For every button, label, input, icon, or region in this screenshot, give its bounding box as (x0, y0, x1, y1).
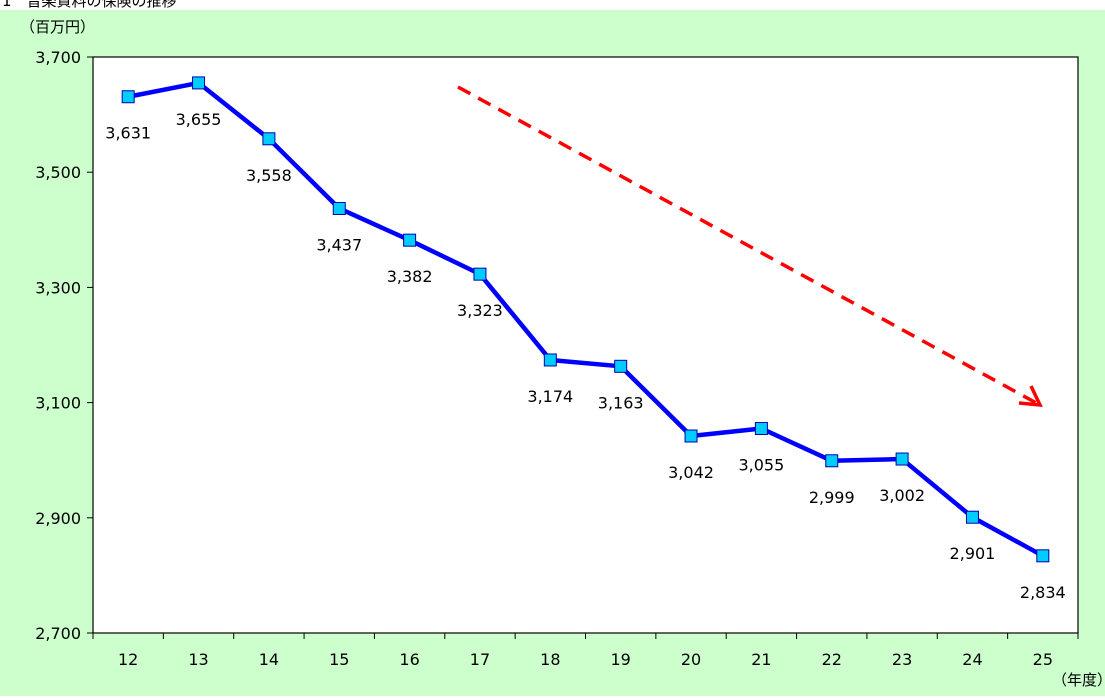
x-tick-label: 19 (610, 650, 630, 669)
data-point-marker (1036, 549, 1050, 563)
x-tick-label: 25 (1033, 650, 1053, 669)
trend-arrow-head (1018, 385, 1043, 408)
data-label: 3,655 (176, 110, 222, 129)
data-point-marker (543, 353, 557, 367)
y-tick-label: 2,700 (35, 624, 81, 643)
data-point-marker (754, 422, 768, 436)
data-point-marker (825, 454, 839, 468)
y-tick-label: 2,900 (35, 509, 81, 528)
x-tick-label: 12 (118, 650, 138, 669)
data-point-marker (684, 429, 698, 443)
y-tick-label: 3,700 (35, 48, 81, 67)
x-tick-label: 18 (540, 650, 560, 669)
x-tick-label: 23 (892, 650, 912, 669)
y-tick-label: 3,100 (35, 394, 81, 413)
data-point-marker (895, 452, 909, 466)
data-label: 2,834 (1020, 583, 1066, 602)
y-tick-label: 3,500 (35, 163, 81, 182)
data-point-marker (192, 76, 206, 90)
data-label: 3,382 (387, 267, 433, 286)
x-tick-label: 24 (962, 650, 982, 669)
data-point-marker (332, 201, 346, 215)
x-tick-label: 14 (259, 650, 279, 669)
series-line (127, 80, 1044, 558)
x-tick-label: 20 (681, 650, 701, 669)
data-point-marker (473, 267, 487, 281)
data-label: 3,631 (105, 124, 151, 143)
data-label: 2,999 (809, 488, 855, 507)
data-label: 3,002 (879, 486, 925, 505)
data-label: 3,558 (246, 166, 292, 185)
x-tick-label: 15 (329, 650, 349, 669)
data-point-marker (403, 233, 417, 247)
data-label: 3,437 (316, 235, 362, 254)
plot-area (92, 56, 1079, 634)
x-tick-label: 16 (399, 650, 419, 669)
x-tick-label: 21 (751, 650, 771, 669)
data-point-marker (965, 510, 979, 524)
data-label: 3,323 (457, 301, 503, 320)
y-tick-label: 3,300 (35, 278, 81, 297)
x-tick-label: 13 (188, 650, 208, 669)
y-axis-unit-label: （百万円） (20, 18, 95, 36)
data-label: 3,174 (527, 387, 573, 406)
data-label: 3,042 (668, 463, 714, 482)
data-label: 2,901 (950, 544, 996, 563)
data-label: 3,163 (598, 393, 644, 412)
trend-arrow-shaft (457, 85, 1041, 407)
x-axis-unit-label: （年度） (1052, 671, 1105, 689)
header-fragment: 1 音楽資料の保険の推移 (2, 0, 177, 10)
data-point-marker (121, 90, 135, 104)
data-point-marker (614, 359, 628, 373)
data-label: 3,055 (738, 456, 784, 475)
data-point-marker (262, 132, 276, 146)
x-tick-label: 22 (822, 650, 842, 669)
x-tick-label: 17 (470, 650, 490, 669)
